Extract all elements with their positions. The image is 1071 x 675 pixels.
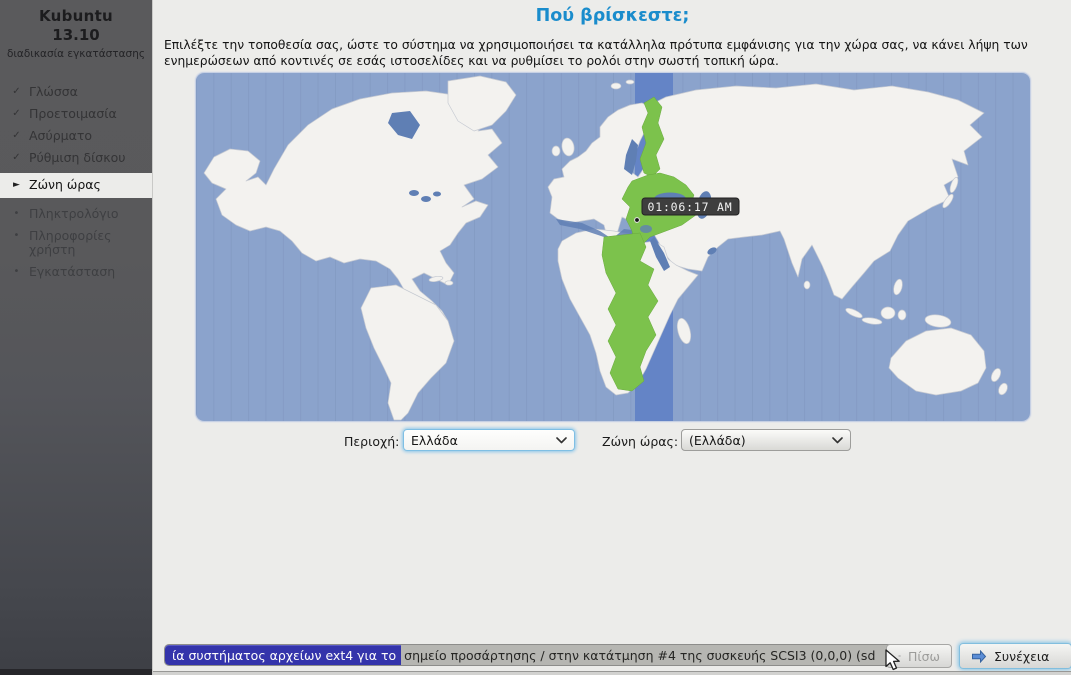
page-title: Πού βρίσκεστε; [535, 6, 690, 26]
persian-gulf [707, 247, 717, 255]
madagascar [676, 317, 692, 345]
distro-name: Kubuntu [38, 7, 114, 25]
arrow-left-icon [898, 654, 901, 658]
format-progress-bar: ία συστήματος αρχείων ext4 για το σημείο… [164, 644, 913, 666]
mediterranean-sea [556, 219, 646, 239]
step-preparation: ✓ Προετοιμασία [12, 106, 117, 121]
sidebar: Kubuntu 13.10 διαδικασία εγκατάστασης ✓ … [0, 0, 152, 675]
location-marker [634, 217, 640, 223]
step-install: • Εγκατάσταση [0, 261, 152, 283]
step-language: ✓ Γλώσσα [12, 84, 78, 99]
mouse-cursor [885, 649, 900, 671]
arrow-right-icon [972, 649, 987, 663]
south-america [360, 284, 455, 421]
step-disk-setup: ✓ Ρύθμιση δίσκου [12, 150, 126, 165]
svalbard [625, 79, 635, 85]
continue-button[interactable]: Συνέχεια [959, 643, 1071, 669]
australia [888, 327, 987, 396]
philippines [893, 278, 903, 296]
great-lakes [421, 196, 431, 202]
timezone-map[interactable]: 01:06:17 AM [196, 73, 1030, 421]
window-bottom-edge [153, 671, 1071, 675]
japan [942, 193, 954, 209]
region-label: Περιοχή: [344, 434, 400, 449]
install-steps-list: ✓ Γλώσσα ✓ Προετοιμασία ✓ Ασύρματο ✓ Ρύθ… [0, 81, 152, 283]
page-description: Επιλέξτε την τοποθεσία σας, ώστε το σύστ… [164, 38, 1028, 69]
greenland [447, 75, 517, 132]
hudson-bay [388, 111, 420, 139]
progress-fill-text: ία συστήματος αρχείων ext4 για το [165, 645, 402, 665]
step-timezone-current: ► Ζώνη ώρας [0, 173, 152, 198]
back-button[interactable]: Πίσω [886, 644, 952, 668]
borneo [880, 306, 896, 320]
ireland [551, 145, 561, 157]
bullet-icon: • [13, 230, 20, 241]
region-value: Ελλάδα [411, 432, 458, 448]
new-zealand [998, 382, 1008, 396]
step-user-info: • Πληροφορίες χρήστη [0, 225, 152, 261]
bullet-icon: • [13, 266, 20, 277]
check-icon: ✓ [12, 130, 21, 141]
sidebar-bottom-edge [0, 669, 152, 675]
cuba [428, 275, 444, 283]
north-america [203, 90, 503, 326]
check-icon: ✓ [12, 108, 21, 119]
check-icon: ✓ [12, 86, 21, 97]
timezone-select[interactable]: (Ελλάδα) [681, 429, 851, 451]
aegean-sea [640, 225, 652, 233]
chevron-down-icon [556, 436, 567, 443]
chevron-down-icon [832, 436, 843, 443]
step-keyboard: • Πληκτρολόγιο [0, 203, 152, 225]
highlight-finland-baltics [639, 96, 665, 178]
region-select[interactable]: Ελλάδα [403, 429, 575, 451]
distro-version: 13.10 [52, 26, 100, 44]
great-lakes [409, 190, 419, 196]
red-sea [650, 237, 670, 271]
java [861, 317, 883, 325]
installer-subtitle: διαδικασία εγκατάστασης [6, 48, 146, 60]
brand-block: Kubuntu 13.10 διαδικασία εγκατάστασης [0, 0, 152, 60]
check-icon: ✓ [12, 152, 21, 163]
great-lakes [433, 191, 441, 197]
britain [561, 137, 575, 157]
sulawesi [897, 309, 907, 321]
sumatra [845, 307, 863, 319]
progress-rest-text: σημείο προσάρτησης / στην κατάτμηση #4 τ… [404, 647, 876, 663]
main-panel: Πού βρίσκεστε; Επιλέξτε την τοποθεσία σα… [152, 0, 1071, 675]
new-guinea [924, 314, 952, 328]
baltic-sea [624, 139, 638, 175]
time-tooltip-text: 01:06:17 AM [648, 200, 733, 214]
new-zealand [990, 368, 1002, 382]
bullet-icon: • [13, 208, 20, 219]
step-wireless: ✓ Ασύρματο [12, 128, 93, 143]
sri-lanka [803, 280, 811, 290]
current-step-arrow-icon: ► [13, 180, 20, 190]
hispaniola [444, 280, 454, 286]
svalbard [610, 82, 622, 90]
timezone-label: Ζώνη ώρας: [602, 434, 679, 449]
time-tooltip: 01:06:17 AM [641, 197, 740, 216]
highlight-africa-strip [601, 232, 659, 392]
timezone-value: (Ελλάδα) [689, 432, 746, 448]
japan [949, 177, 959, 193]
